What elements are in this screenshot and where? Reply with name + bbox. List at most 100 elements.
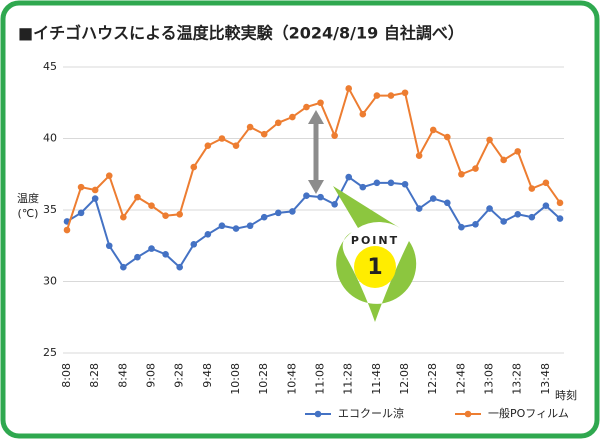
data-point: [176, 210, 183, 218]
x-tick-label: 9:08: [145, 363, 158, 388]
x-tick-label: 10:48: [285, 363, 298, 395]
data-point: [105, 172, 113, 179]
data-point: [148, 245, 155, 252]
data-point: [162, 251, 169, 258]
x-tick-label: 13:08: [483, 363, 496, 395]
data-point: [148, 202, 155, 210]
chart-title: ■イチゴハウスによる温度比較実験（2024/8/19 自社調べ）: [18, 24, 464, 43]
data-point: [387, 92, 395, 99]
data-point: [120, 213, 127, 221]
data-point: [232, 142, 240, 149]
x-tick-label: 11:48: [370, 363, 383, 395]
data-point: [486, 136, 493, 144]
x-axis-label: 時刻: [555, 388, 577, 402]
data-point: [401, 89, 409, 97]
data-point: [331, 200, 338, 208]
data-point: [444, 199, 451, 207]
data-point: [528, 185, 536, 192]
y-axis-label: (℃): [18, 207, 39, 220]
data-point: [260, 130, 268, 138]
x-tick-label: 13:28: [511, 363, 524, 395]
data-point: [345, 85, 353, 92]
y-tick-label: 35: [43, 203, 57, 216]
data-point: [401, 180, 409, 188]
data-point: [514, 210, 522, 218]
data-point: [260, 213, 268, 221]
x-tick-label: 8:48: [116, 363, 129, 388]
legend-label: 一般POフィルム: [488, 407, 569, 420]
data-point: [204, 142, 212, 149]
data-point: [472, 165, 479, 172]
data-point: [77, 209, 85, 217]
data-point: [77, 183, 85, 191]
data-point: [303, 103, 310, 111]
data-point: [500, 218, 507, 225]
data-point: [429, 126, 437, 134]
x-tick-label: 10:08: [229, 363, 242, 395]
data-point: [134, 253, 141, 261]
y-tick-label: 40: [43, 132, 57, 145]
data-point: [303, 192, 310, 199]
callout-pin: [333, 186, 417, 322]
data-point: [415, 152, 423, 159]
data-point: [134, 193, 141, 201]
data-point: [458, 170, 465, 178]
data-point: [232, 225, 240, 232]
data-point: [317, 99, 324, 107]
data-point: [429, 195, 437, 202]
data-point: [331, 132, 338, 139]
data-point: [218, 222, 226, 230]
legend-label: エコクール涼: [338, 406, 404, 420]
data-point: [289, 113, 296, 121]
data-point: [359, 110, 367, 118]
data-point: [274, 209, 282, 217]
data-point: [317, 193, 324, 201]
data-point: [91, 195, 99, 202]
data-point: [556, 199, 564, 207]
data-point: [472, 221, 479, 228]
data-point: [415, 205, 423, 212]
data-point: [63, 226, 71, 234]
legend-swatch: [314, 410, 322, 418]
data-point: [556, 215, 564, 222]
legend-swatch: [464, 410, 472, 418]
data-point: [120, 263, 127, 271]
x-tick-label: 11:08: [314, 363, 327, 395]
x-tick-label: 13:48: [539, 363, 552, 395]
data-point: [105, 242, 113, 250]
data-point: [176, 263, 183, 271]
data-point: [162, 212, 169, 220]
x-tick-label: 12:48: [454, 363, 467, 395]
x-tick-label: 12:08: [398, 363, 411, 395]
data-point: [528, 213, 536, 221]
x-tick-label: 12:28: [426, 363, 439, 395]
data-point: [345, 173, 353, 181]
x-tick-label: 8:28: [88, 363, 101, 388]
data-point: [289, 208, 296, 215]
callout-label: POINT: [351, 234, 399, 247]
x-tick-label: 8:08: [60, 363, 73, 388]
data-point: [486, 205, 493, 212]
x-tick-label: 9:28: [173, 363, 186, 388]
x-tick-label: 9:48: [201, 363, 214, 388]
data-point: [190, 241, 198, 248]
data-point: [444, 133, 451, 141]
data-point: [190, 163, 198, 171]
data-point: [373, 179, 381, 187]
data-point: [542, 179, 550, 187]
data-point: [458, 223, 465, 231]
data-point: [542, 202, 550, 210]
data-point: [218, 135, 226, 142]
y-tick-label: 45: [43, 60, 57, 73]
callout-number: 1: [367, 255, 382, 280]
data-point: [246, 123, 254, 131]
arrow-head: [308, 110, 324, 124]
data-point: [373, 92, 381, 99]
y-tick-label: 30: [43, 275, 57, 288]
y-tick-label: 25: [43, 346, 57, 359]
data-point: [387, 179, 395, 187]
data-point: [514, 148, 522, 155]
data-point: [274, 119, 282, 127]
